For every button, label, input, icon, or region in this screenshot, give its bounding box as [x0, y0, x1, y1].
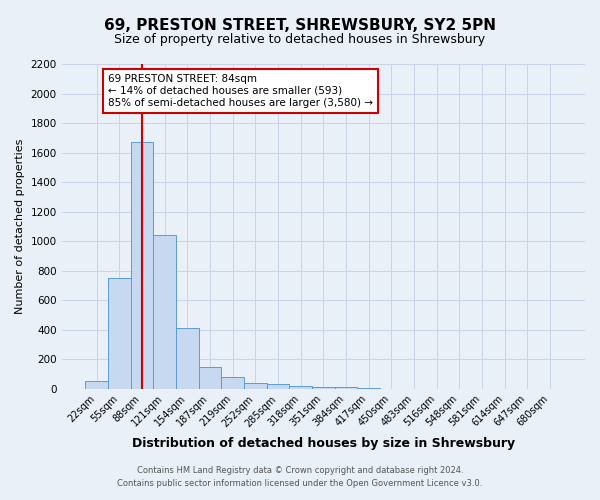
- Bar: [266, 384, 289, 389]
- Bar: [244, 383, 266, 389]
- Bar: [289, 386, 312, 389]
- Bar: [131, 142, 154, 389]
- Text: 69, PRESTON STREET, SHREWSBURY, SY2 5PN: 69, PRESTON STREET, SHREWSBURY, SY2 5PN: [104, 18, 496, 32]
- Bar: [312, 386, 335, 389]
- Bar: [358, 388, 380, 389]
- Text: Contains HM Land Registry data © Crown copyright and database right 2024.
Contai: Contains HM Land Registry data © Crown c…: [118, 466, 482, 487]
- Bar: [221, 377, 244, 389]
- X-axis label: Distribution of detached houses by size in Shrewsbury: Distribution of detached houses by size …: [132, 437, 515, 450]
- Bar: [154, 236, 176, 389]
- Bar: [199, 366, 221, 389]
- Bar: [108, 278, 131, 389]
- Text: Size of property relative to detached houses in Shrewsbury: Size of property relative to detached ho…: [115, 32, 485, 46]
- Bar: [85, 382, 108, 389]
- Text: 69 PRESTON STREET: 84sqm
← 14% of detached houses are smaller (593)
85% of semi-: 69 PRESTON STREET: 84sqm ← 14% of detach…: [108, 74, 373, 108]
- Bar: [335, 388, 358, 389]
- Bar: [176, 328, 199, 389]
- Y-axis label: Number of detached properties: Number of detached properties: [15, 138, 25, 314]
